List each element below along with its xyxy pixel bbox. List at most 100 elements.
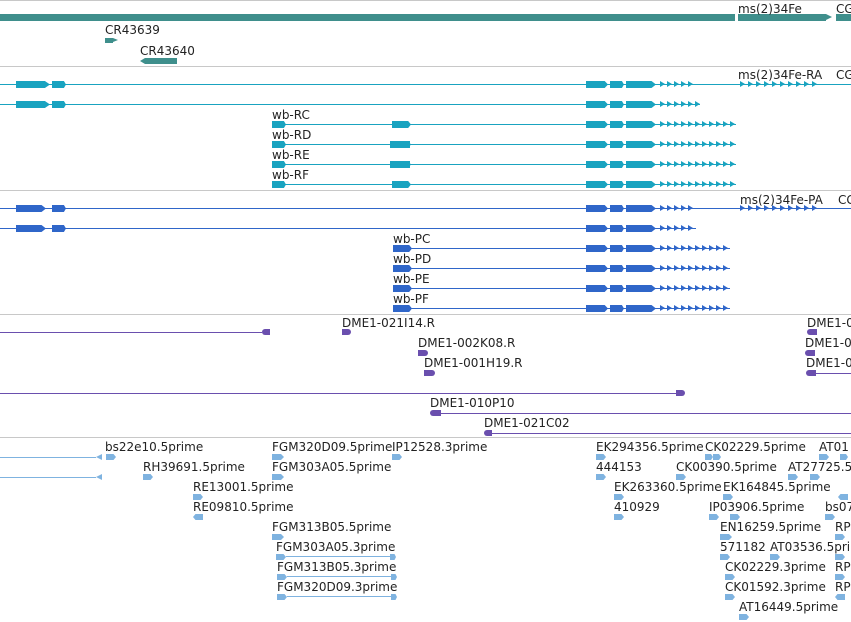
protein-label[interactable]: ms(2)34Fe-PA	[740, 193, 823, 207]
transcript-exon[interactable]	[626, 161, 656, 168]
clone-label[interactable]: DME1-0	[806, 356, 851, 370]
protein-label[interactable]: wb-PC	[393, 232, 431, 246]
transcript-exon[interactable]	[586, 81, 608, 88]
protein-exon[interactable]	[626, 205, 656, 212]
est-feature[interactable]	[788, 474, 798, 480]
protein-exon[interactable]	[586, 285, 608, 292]
est-feature[interactable]	[391, 574, 397, 580]
est-label[interactable]: EK164845.5prime	[723, 480, 831, 494]
est-feature[interactable]	[193, 514, 203, 520]
transcript-exon[interactable]	[272, 181, 286, 188]
est-label[interactable]: RH39691.5prime	[143, 460, 245, 474]
clone-feature[interactable]	[430, 410, 441, 416]
est-label[interactable]: bs07	[825, 500, 851, 514]
est-label[interactable]: FGM303A05.3prime	[276, 540, 396, 554]
gene-label[interactable]: CR43639	[105, 23, 160, 37]
est-label[interactable]: RE09810.5prime	[193, 500, 294, 514]
transcript-label[interactable]: CG	[836, 68, 851, 82]
est-label[interactable]: 571182	[720, 540, 766, 554]
est-feature[interactable]	[614, 494, 624, 500]
est-feature[interactable]	[725, 594, 735, 600]
est-label[interactable]: 410929	[614, 500, 660, 514]
protein-label[interactable]: CG	[838, 193, 851, 207]
est-label[interactable]: FGM320D09.3prime	[277, 580, 398, 594]
protein-exon[interactable]	[610, 305, 624, 312]
protein-exon[interactable]	[393, 305, 412, 312]
transcript-exon[interactable]	[610, 141, 624, 148]
protein-exon[interactable]	[586, 305, 608, 312]
clone-label[interactable]: DME1-010P10	[430, 396, 515, 410]
est-label[interactable]: IP03906.5prime	[709, 500, 805, 514]
clone-label[interactable]: DME1-002K08.R	[418, 336, 516, 350]
transcript-exon[interactable]	[16, 101, 50, 108]
transcript-intron[interactable]	[272, 184, 736, 185]
transcript-exon[interactable]	[390, 161, 410, 168]
est-label[interactable]: AT16449.5prime	[739, 600, 839, 614]
est-label[interactable]: CK00390.5prime	[676, 460, 777, 474]
protein-exon[interactable]	[16, 205, 46, 212]
est-feature[interactable]	[596, 454, 606, 460]
est-label[interactable]: FGM313B05.3prime	[277, 560, 397, 574]
gene-feature[interactable]	[145, 58, 177, 64]
est-label[interactable]: CK01592.3prime	[725, 580, 826, 594]
est-feature[interactable]	[725, 574, 735, 580]
transcript-exon[interactable]	[610, 81, 624, 88]
clone-feature[interactable]	[484, 430, 492, 436]
clone-label[interactable]: DME1-0	[805, 336, 851, 350]
est-label[interactable]: RP	[835, 560, 851, 574]
est-label[interactable]: RP	[835, 520, 851, 534]
protein-exon[interactable]	[610, 225, 624, 232]
protein-intron[interactable]	[393, 308, 730, 309]
transcript-exon[interactable]	[626, 121, 656, 128]
transcript-exon[interactable]	[626, 141, 656, 148]
est-label[interactable]: CK02229.3prime	[725, 560, 826, 574]
clone-feature[interactable]	[441, 413, 851, 414]
est-feature[interactable]	[390, 554, 396, 560]
est-feature[interactable]	[277, 574, 287, 580]
clone-feature[interactable]	[676, 390, 685, 396]
transcript-exon[interactable]	[392, 121, 411, 128]
est-feature[interactable]	[720, 554, 730, 560]
transcript-exon[interactable]	[610, 161, 624, 168]
protein-exon[interactable]	[610, 285, 624, 292]
clone-feature[interactable]	[424, 370, 435, 376]
est-feature[interactable]	[614, 514, 624, 520]
transcript-intron[interactable]	[0, 104, 700, 105]
clone-label[interactable]: DME1-0	[807, 316, 851, 330]
est-label[interactable]: AT03536.5prime	[770, 540, 851, 554]
est-feature[interactable]	[272, 454, 284, 460]
protein-exon[interactable]	[610, 265, 624, 272]
est-feature[interactable]	[272, 534, 284, 540]
est-feature[interactable]	[392, 454, 402, 460]
est-feature[interactable]	[840, 454, 848, 460]
gene-feature[interactable]	[738, 14, 826, 21]
protein-exon[interactable]	[626, 265, 656, 272]
protein-exon[interactable]	[610, 205, 624, 212]
clone-feature[interactable]	[0, 393, 678, 394]
est-feature[interactable]	[713, 454, 721, 460]
transcript-exon[interactable]	[586, 161, 608, 168]
clone-feature[interactable]	[262, 329, 270, 335]
transcript-exon[interactable]	[272, 141, 286, 148]
est-feature[interactable]	[676, 474, 686, 480]
transcript-exon[interactable]	[610, 101, 624, 108]
est-label[interactable]: FGM313B05.5prime	[272, 520, 392, 534]
transcript-label[interactable]: wb-RF	[272, 168, 310, 182]
transcript-exon[interactable]	[610, 121, 624, 128]
clone-label[interactable]: DME1-001H19.R	[424, 356, 523, 370]
clone-feature[interactable]	[805, 350, 815, 356]
protein-intron[interactable]	[393, 288, 730, 289]
transcript-intron[interactable]	[272, 144, 736, 145]
transcript-exon[interactable]	[626, 181, 656, 188]
est-label[interactable]: EK294356.5prime	[596, 440, 704, 454]
est-feature[interactable]	[709, 514, 719, 520]
protein-label[interactable]: wb-PF	[393, 292, 429, 306]
clone-feature[interactable]	[342, 329, 351, 335]
transcript-exon[interactable]	[390, 141, 410, 148]
protein-exon[interactable]	[626, 225, 656, 232]
gene-label[interactable]: CR43640	[140, 44, 195, 58]
est-feature[interactable]	[835, 554, 845, 560]
est-feature[interactable]	[272, 474, 284, 480]
transcript-exon[interactable]	[52, 101, 66, 108]
